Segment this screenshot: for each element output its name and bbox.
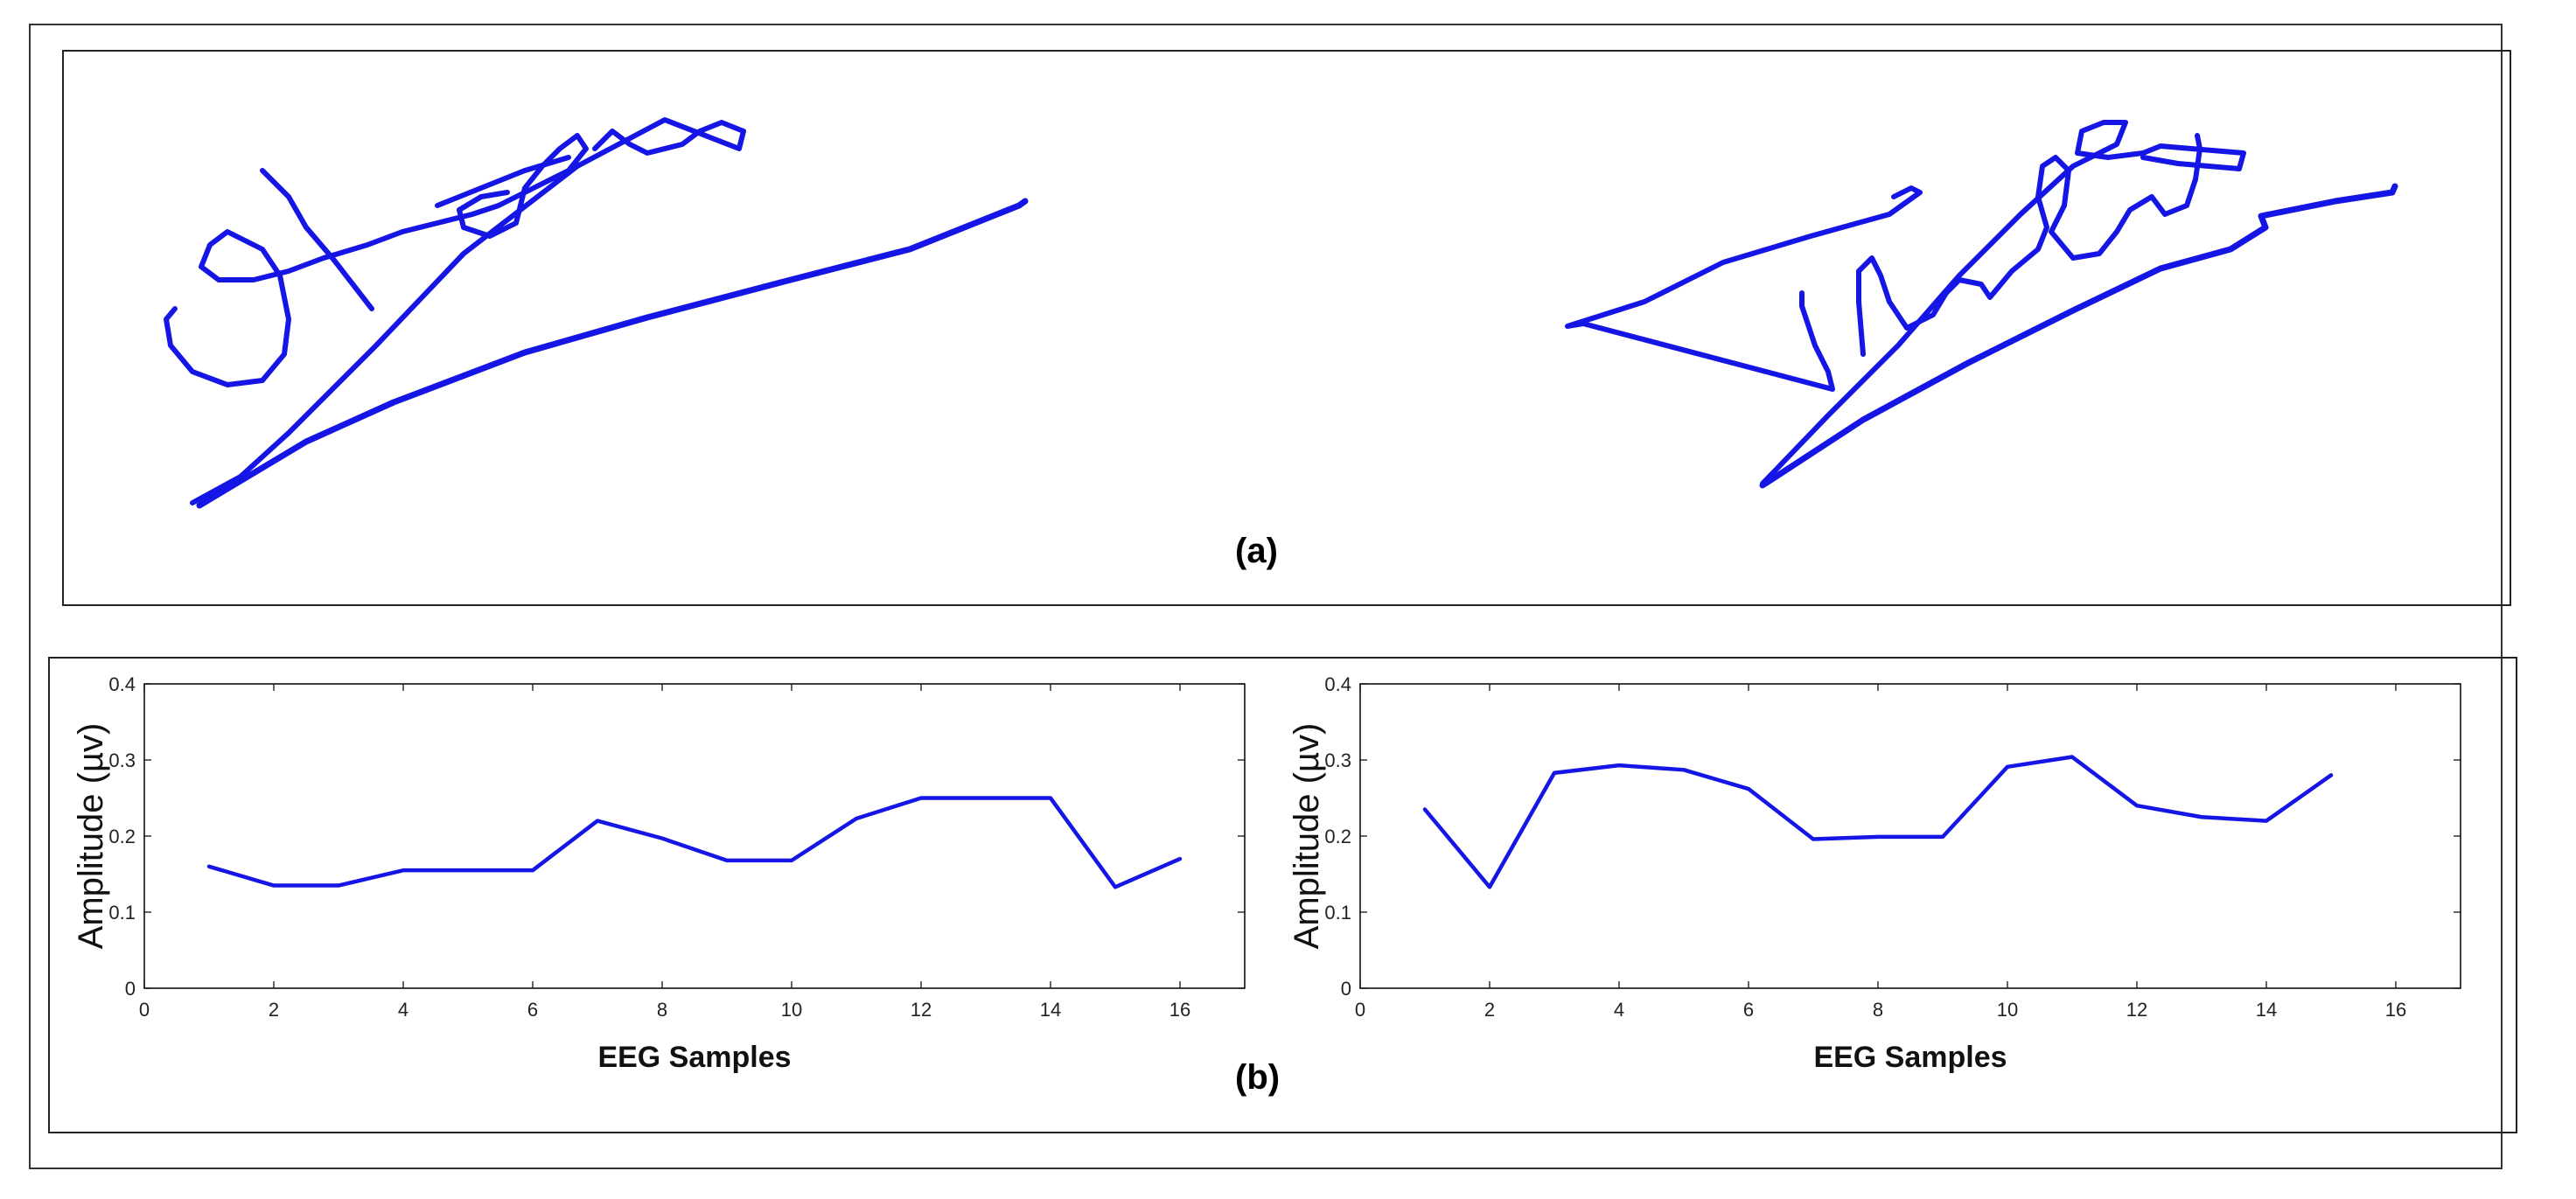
eeg-series-line	[206, 796, 1183, 889]
y-tick-label: 0	[1341, 978, 1351, 1000]
sig-right-stroke-triangle	[1565, 185, 1923, 392]
x-tick-label: 14	[2256, 999, 2277, 1021]
x-tick-label: 12	[911, 999, 932, 1021]
y-axis-label: Amplitude (µv)	[1288, 723, 1326, 950]
y-tick-label: 0.4	[1324, 673, 1351, 695]
x-tick-label: 6	[527, 999, 538, 1021]
y-tick-label: 0.1	[108, 902, 136, 924]
x-tick-label: 0	[139, 999, 150, 1021]
x-tick-label: 4	[1614, 999, 1624, 1021]
signature-image-right	[1565, 120, 2398, 489]
x-tick-label: 16	[1169, 999, 1190, 1021]
x-tick-label: 0	[1355, 999, 1365, 1021]
caption-b: (b)	[1235, 1058, 1281, 1097]
y-axis-label: Amplitude (µv)	[72, 723, 110, 950]
x-tick-label: 10	[781, 999, 802, 1021]
figure-frame	[29, 24, 2503, 1169]
signature-image-left	[164, 117, 1029, 509]
caption-a: (a)	[1235, 532, 1278, 570]
sig-left-stroke-cross	[260, 168, 374, 311]
eeg-series-line	[1422, 755, 2334, 889]
x-tick-label: 2	[1484, 999, 1495, 1021]
x-tick-label: 16	[2385, 999, 2406, 1021]
x-tick-label: 12	[2126, 999, 2147, 1021]
sig-left-stroke-main	[196, 198, 1029, 509]
y-tick-label: 0.2	[1324, 826, 1351, 847]
y-tick-label: 0.1	[1324, 902, 1351, 924]
x-tick-label: 8	[657, 999, 667, 1021]
sig-right-stroke-letters	[1856, 133, 2203, 357]
sig-right-stroke-main	[1759, 183, 2398, 489]
eeg-chart-left: 0 2 4 6 8 10 12 14 16 0 0.1 0.2 0.3 0.4 EEG Samples Amp…	[72, 673, 1246, 1074]
eeg-panel	[48, 657, 2517, 1133]
x-tick-label: 2	[269, 999, 279, 1021]
x-tick-label: 8	[1873, 999, 1883, 1021]
x-axis-label: EEG Samples	[1813, 1041, 2007, 1074]
x-tick-label: 14	[1040, 999, 1061, 1021]
sig-left-stroke-diag	[190, 117, 746, 505]
signature-panel	[62, 50, 2511, 606]
y-tick-label: 0	[125, 978, 136, 1000]
sig-left-stroke-loop	[164, 133, 589, 387]
eeg-chart-right: 0 2 4 6 8 10 12 14 16 0 0.1 0.2 0.3 0.4 EEG Samples Amp…	[1288, 673, 2461, 1074]
y-tick-label: 0.2	[108, 826, 136, 847]
y-tick-label: 0.4	[108, 673, 136, 695]
x-axis-label: EEG Samples	[597, 1041, 791, 1074]
x-tick-label: 6	[1743, 999, 1754, 1021]
y-tick-label: 0.3	[1324, 749, 1351, 771]
y-tick-label: 0.3	[108, 749, 136, 771]
x-tick-label: 4	[398, 999, 408, 1021]
x-tick-label: 10	[1997, 999, 2018, 1021]
sig-right-stroke-diag	[1760, 120, 2246, 486]
sig-left-stroke-bar	[435, 155, 571, 208]
